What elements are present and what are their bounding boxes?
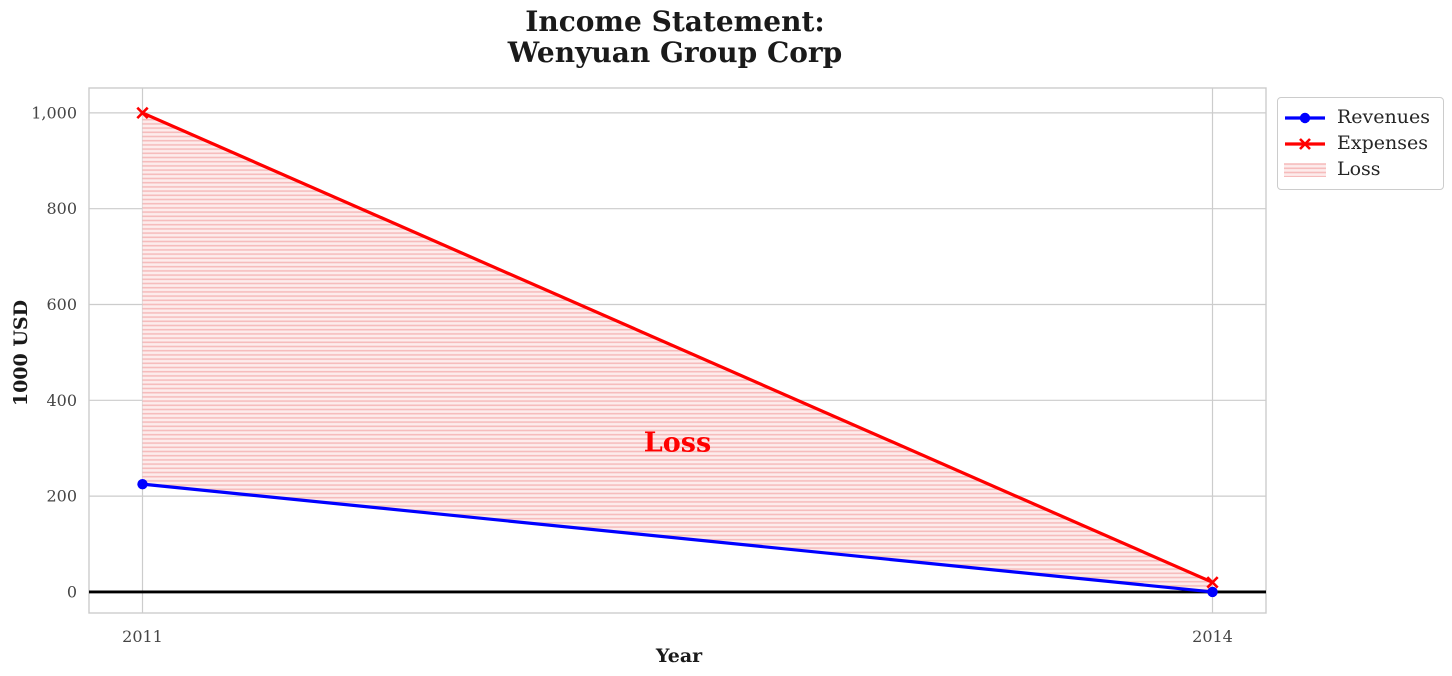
expenses-line bbox=[140, 111, 1215, 584]
y-tick-label: 400 bbox=[46, 391, 77, 410]
chart-title-line2: Wenyuan Group Corp bbox=[507, 36, 843, 69]
legend-item-revenues: Revenues bbox=[1284, 108, 1437, 127]
chart-title-line1: Income Statement: bbox=[525, 5, 825, 38]
chart-title: Income Statement: Wenyuan Group Corp bbox=[508, 6, 843, 68]
y-tick-label: 800 bbox=[46, 199, 77, 218]
legend-label-expenses: Expenses bbox=[1337, 132, 1428, 154]
x-tick-label: 2014 bbox=[1192, 627, 1233, 646]
y-axis-label: 1000 USD bbox=[10, 299, 32, 407]
x-axis-label: Year bbox=[655, 645, 703, 667]
loss-area bbox=[142, 112, 1213, 592]
x-tick-label: 2011 bbox=[122, 627, 163, 646]
plot-border bbox=[88, 87, 1267, 614]
revenues-marker bbox=[1207, 586, 1218, 598]
loss-annotation: Loss bbox=[643, 427, 712, 459]
legend-item-expenses: Expenses bbox=[1284, 134, 1437, 153]
y-tick-label: 1,000 bbox=[31, 103, 77, 122]
y-tick-label: 200 bbox=[46, 487, 77, 506]
legend: Revenues Expenses Loss bbox=[1277, 97, 1444, 190]
expenses-marker bbox=[1206, 576, 1219, 589]
revenues-line bbox=[140, 482, 1215, 594]
revenues-legend-marker-icon bbox=[1285, 112, 1325, 123]
y-tick-label: 600 bbox=[46, 295, 77, 314]
revenues-marker bbox=[137, 478, 148, 490]
expenses-legend-marker-icon bbox=[1285, 137, 1325, 150]
legend-item-loss: Loss bbox=[1284, 160, 1437, 179]
loss-legend-patch-icon bbox=[1284, 162, 1326, 177]
y-tick-label: 0 bbox=[67, 582, 77, 601]
legend-label-loss: Loss bbox=[1337, 158, 1381, 180]
expenses-marker bbox=[136, 106, 149, 120]
legend-label-revenues: Revenues bbox=[1337, 106, 1430, 128]
